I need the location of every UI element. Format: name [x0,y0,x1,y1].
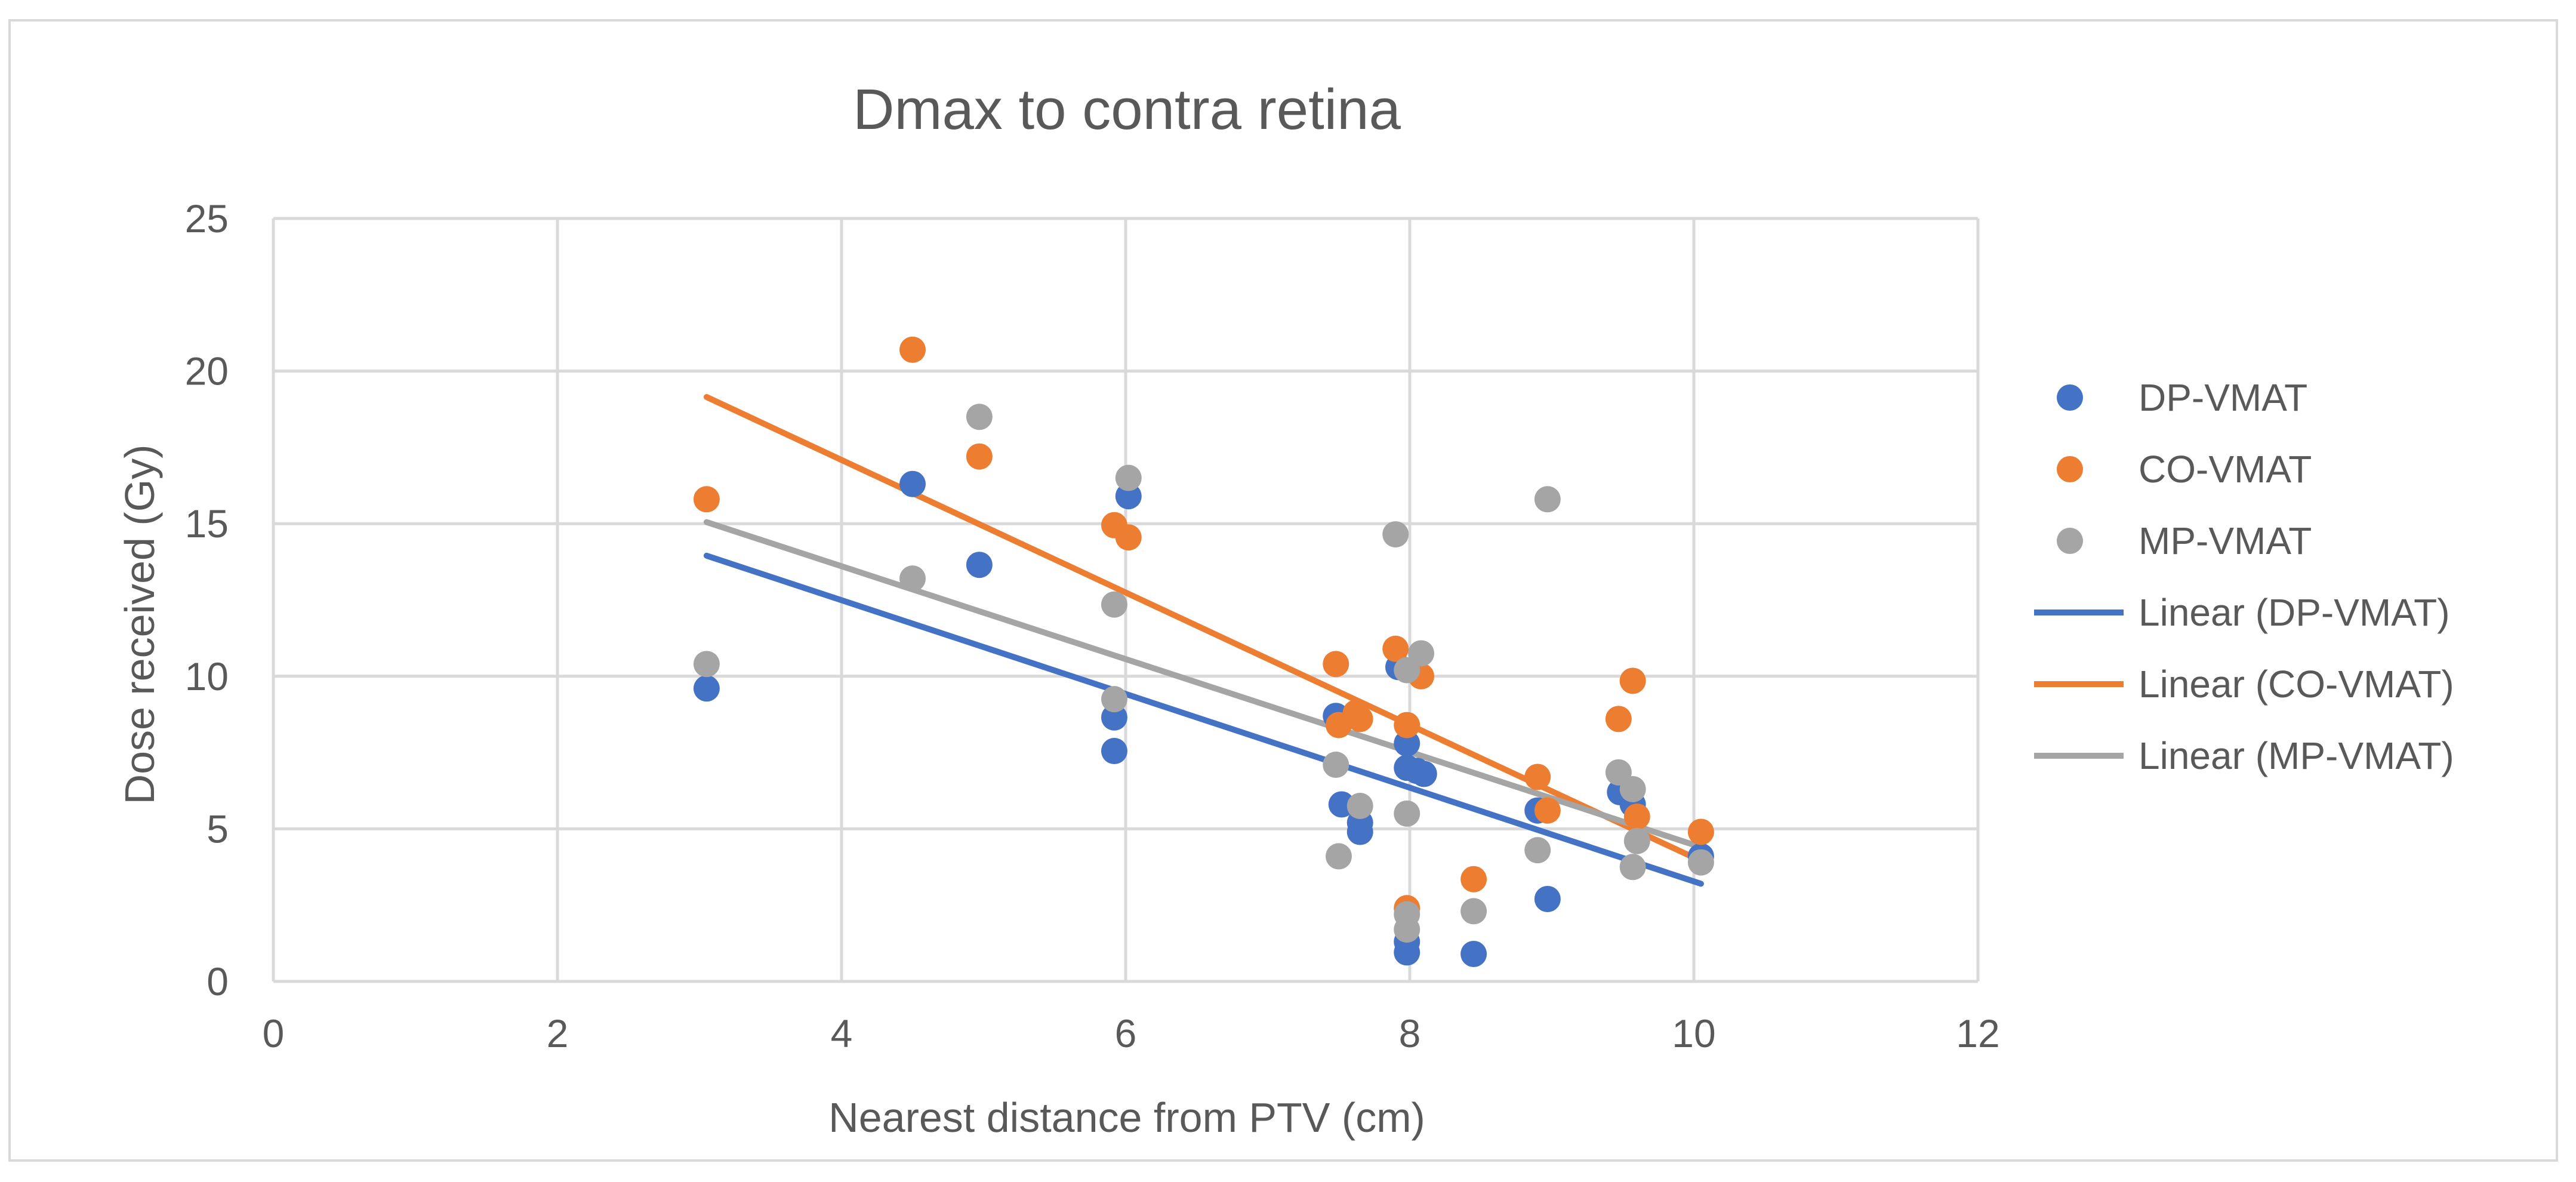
legend-label: CO-VMAT [2139,448,2312,491]
point-mp-vmat [1394,916,1421,943]
x-axis-title: Nearest distance from PTV (cm) [828,1094,1425,1141]
point-dp-vmat [1460,940,1487,967]
point-dp-vmat [966,552,993,578]
y-tick-label: 5 [207,807,229,851]
point-mp-vmat [1115,464,1142,491]
point-mp-vmat [1619,775,1646,802]
point-co-vmat [1115,524,1142,551]
point-dp-vmat [1410,761,1437,787]
y-tick-label: 10 [185,654,229,698]
y-tick-label: 0 [207,959,229,1004]
trendline-linear-mp-vmat [703,519,1704,851]
legend-marker-mp-vmat [2057,528,2083,554]
point-co-vmat [1382,635,1409,662]
point-dp-vmat [1115,483,1142,510]
point-mp-vmat [1394,800,1421,827]
point-co-vmat [693,486,720,513]
trendline-linear-co-vmat [703,394,1704,864]
legend-marker-dp-vmat [2057,384,2083,411]
point-mp-vmat [1524,837,1551,864]
data-points [693,336,1714,967]
chart-title: Dmax to contra retina [853,78,1401,141]
point-co-vmat [1605,706,1632,732]
point-dp-vmat [1101,704,1127,731]
point-mp-vmat [1323,752,1349,778]
point-mp-vmat [1460,898,1487,925]
legend-label: Linear (CO-VMAT) [2139,663,2454,706]
x-tick-label: 4 [831,1011,853,1055]
y-tick-label: 15 [185,501,229,546]
point-mp-vmat [1382,521,1409,548]
x-tick-label: 6 [1115,1011,1137,1055]
point-dp-vmat [693,675,720,702]
point-mp-vmat [1346,793,1373,820]
legend-label: DP-VMAT [2139,376,2307,419]
point-dp-vmat [1101,738,1127,765]
trendline-linear-dp-vmat [703,552,1704,887]
point-mp-vmat [1687,849,1714,876]
point-co-vmat [1623,803,1650,830]
x-tick-label: 12 [1956,1011,1999,1055]
y-tick-label: 25 [185,196,229,241]
legend-label: Linear (MP-VMAT) [2139,734,2454,777]
point-mp-vmat [1101,591,1127,618]
point-mp-vmat [966,404,993,430]
point-co-vmat [1394,712,1421,738]
point-dp-vmat [1394,939,1421,966]
point-mp-vmat [1534,486,1561,513]
point-co-vmat [899,336,926,363]
point-co-vmat [1619,667,1646,694]
legend: DP-VMAT CO-VMAT MP-VMAT Linear (DP-VMAT) Lin… [2034,376,2454,777]
point-mp-vmat [899,565,926,592]
point-mp-vmat [1326,843,1352,870]
point-co-vmat [1346,706,1373,732]
x-tick-label: 2 [547,1011,569,1055]
scatter-chart: 0 2 4 6 8 10 12 0 5 10 15 20 25 Dmax to contra retin… [116,78,2454,1141]
legend-label: MP-VMAT [2139,519,2312,562]
chart-frame: 0 2 4 6 8 10 12 0 5 10 15 20 25 Dmax to contra retin… [8,19,2558,1162]
point-co-vmat [1460,866,1487,892]
point-mp-vmat [1408,640,1435,667]
y-axis-title: Dose received (Gy) [116,445,163,805]
point-co-vmat [1323,651,1349,678]
point-co-vmat [966,443,993,470]
point-mp-vmat [693,651,720,678]
point-mp-vmat [1101,686,1127,713]
point-dp-vmat [1534,885,1561,912]
point-mp-vmat [1619,854,1646,881]
point-mp-vmat [1623,827,1650,854]
point-co-vmat [1534,797,1561,824]
point-co-vmat [1687,818,1714,845]
x-tick-label: 8 [1399,1011,1421,1055]
legend-label: Linear (DP-VMAT) [2139,591,2450,634]
legend-marker-co-vmat [2057,456,2083,482]
y-tick-label: 20 [185,349,229,393]
gridlines [272,217,1980,983]
point-dp-vmat [899,470,926,497]
point-co-vmat [1524,764,1551,790]
point-dp-vmat [1394,730,1421,757]
x-tick-label: 10 [1672,1011,1715,1055]
tick-labels: 0 2 4 6 8 10 12 0 5 10 15 20 25 [185,196,2000,1055]
x-tick-label: 0 [263,1011,285,1055]
